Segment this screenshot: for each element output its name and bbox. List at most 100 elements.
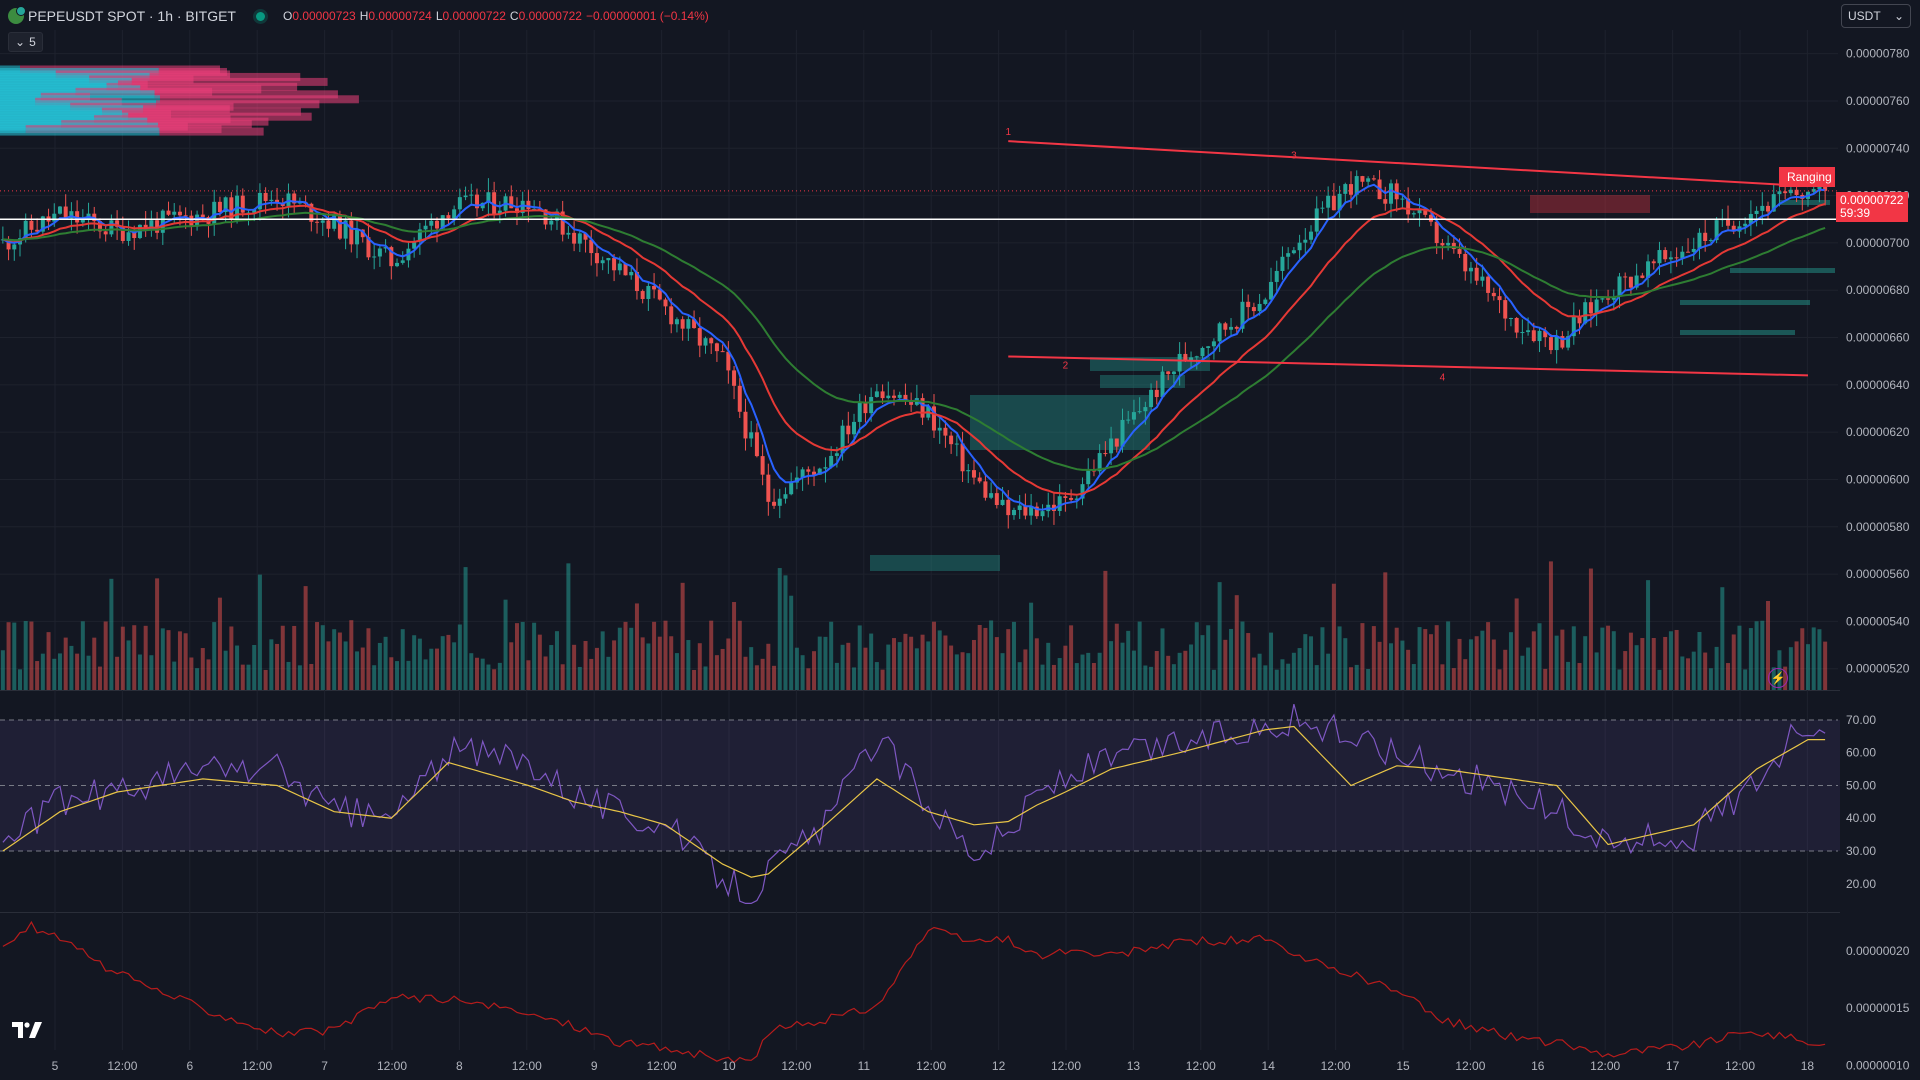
volume-bar bbox=[543, 656, 548, 690]
candle-body bbox=[1440, 243, 1445, 246]
volume-bar bbox=[800, 655, 805, 690]
volume-bar bbox=[646, 643, 651, 690]
symbol-title[interactable]: PEPEUSDT SPOT · 1h · BITGET bbox=[28, 8, 236, 24]
volume-bar bbox=[1097, 652, 1102, 690]
time-tick-label: 9 bbox=[591, 1059, 598, 1073]
volume-bar bbox=[1503, 649, 1508, 690]
tradingview-logo[interactable] bbox=[12, 1022, 42, 1038]
volume-bar bbox=[1229, 628, 1234, 690]
volume-bar bbox=[1628, 632, 1633, 690]
time-tick-label: 14 bbox=[1262, 1059, 1276, 1073]
volume-bar bbox=[1046, 642, 1051, 690]
candle-body bbox=[1109, 438, 1114, 454]
ohlc-high-key: H bbox=[359, 9, 369, 23]
candle-body bbox=[355, 229, 360, 245]
time-tick-label: 12:00 bbox=[647, 1059, 677, 1073]
volume-bar bbox=[183, 633, 188, 690]
order-block-zone bbox=[1680, 300, 1810, 305]
candle-body bbox=[166, 210, 171, 215]
volume-bar bbox=[423, 659, 428, 690]
candle-body bbox=[200, 214, 205, 218]
moving-averages bbox=[2, 183, 1826, 511]
volume-bar bbox=[754, 665, 759, 690]
candle-body bbox=[1371, 178, 1376, 180]
candle-body bbox=[1743, 223, 1748, 227]
volume-bar bbox=[57, 653, 62, 690]
chevron-down-icon: ⌄ bbox=[15, 35, 26, 49]
volume-bar bbox=[714, 655, 719, 690]
candle-body bbox=[326, 220, 331, 229]
volume-bar bbox=[732, 602, 737, 690]
candle-body bbox=[634, 271, 639, 292]
candle-body bbox=[657, 289, 662, 300]
volume-bar bbox=[1571, 626, 1576, 690]
volume-bar bbox=[1023, 649, 1028, 690]
candle-body bbox=[189, 215, 194, 227]
rsi-tick-label: 40.00 bbox=[1846, 811, 1876, 825]
volume-bar bbox=[829, 621, 834, 690]
candle-body bbox=[412, 241, 417, 249]
indicators-toggle-button[interactable]: ⌄ 5 bbox=[8, 32, 43, 52]
volume-bar bbox=[280, 625, 285, 690]
candle-body bbox=[109, 220, 114, 235]
candle-body bbox=[474, 194, 479, 209]
profile-buy-bar bbox=[0, 127, 160, 136]
pattern-point-label: 3 bbox=[1291, 150, 1297, 161]
lower-tick-label: 0.00000020 bbox=[1846, 944, 1910, 958]
price-tick-label: 0.00000640 bbox=[1846, 378, 1910, 392]
price-tick-label: 0.00000620 bbox=[1846, 425, 1910, 439]
candle-body bbox=[1526, 330, 1531, 333]
volume-bar bbox=[1200, 635, 1205, 690]
candle-body bbox=[1057, 496, 1062, 512]
candle-body bbox=[583, 233, 588, 240]
candle-body bbox=[1120, 419, 1125, 447]
last-price: 0.00000722 bbox=[1840, 193, 1904, 207]
volume-bar bbox=[1011, 621, 1016, 690]
candle-body bbox=[743, 411, 748, 439]
volume-bar bbox=[1468, 639, 1473, 690]
volume-bar bbox=[463, 567, 468, 690]
pattern-point-label: 4 bbox=[1440, 372, 1446, 383]
candle-body bbox=[897, 394, 902, 398]
volume-bar bbox=[263, 669, 268, 690]
bar-countdown: 59:39 bbox=[1840, 206, 1871, 220]
pattern-point-label: 2 bbox=[1063, 360, 1069, 371]
volume-bar bbox=[1326, 653, 1331, 690]
volume-bar bbox=[1686, 658, 1691, 690]
time-tick-label: 13 bbox=[1127, 1059, 1141, 1073]
volume-bar bbox=[720, 648, 725, 690]
candle-body bbox=[1446, 242, 1451, 246]
candle-body bbox=[212, 201, 217, 224]
candle-body bbox=[1080, 484, 1085, 499]
volume-bar bbox=[303, 586, 308, 690]
candle-body bbox=[1691, 248, 1696, 252]
profile-sell-bar bbox=[159, 95, 359, 104]
pepe-coin-icon bbox=[8, 6, 26, 24]
candle-body bbox=[800, 469, 805, 478]
volume-bar bbox=[320, 625, 325, 690]
candle-body bbox=[1354, 176, 1359, 195]
volume-bar bbox=[200, 648, 205, 690]
candle-body bbox=[949, 435, 954, 445]
candle-body bbox=[1400, 198, 1405, 200]
volume-bar bbox=[869, 633, 874, 690]
lightning-icon[interactable]: ⚡ bbox=[1768, 668, 1788, 688]
candle-body bbox=[663, 299, 668, 307]
volume-bar bbox=[600, 631, 605, 690]
candle-body bbox=[840, 425, 845, 454]
rsi-tick-label: 70.00 bbox=[1846, 713, 1876, 727]
candle-body bbox=[892, 395, 897, 398]
volume-bar bbox=[52, 658, 57, 690]
currency-select[interactable]: USDT ⌄ bbox=[1841, 4, 1911, 28]
candle-body bbox=[1097, 453, 1102, 472]
volume-bar bbox=[1194, 622, 1199, 690]
candle-body bbox=[669, 306, 674, 325]
volume-bar bbox=[1223, 639, 1228, 690]
volume-bar bbox=[1171, 664, 1176, 690]
candle-body bbox=[1771, 194, 1776, 212]
volume-bar bbox=[435, 648, 440, 690]
volume-bar bbox=[1634, 645, 1639, 690]
volume-bar bbox=[1143, 665, 1148, 690]
volume-bar bbox=[692, 669, 697, 690]
